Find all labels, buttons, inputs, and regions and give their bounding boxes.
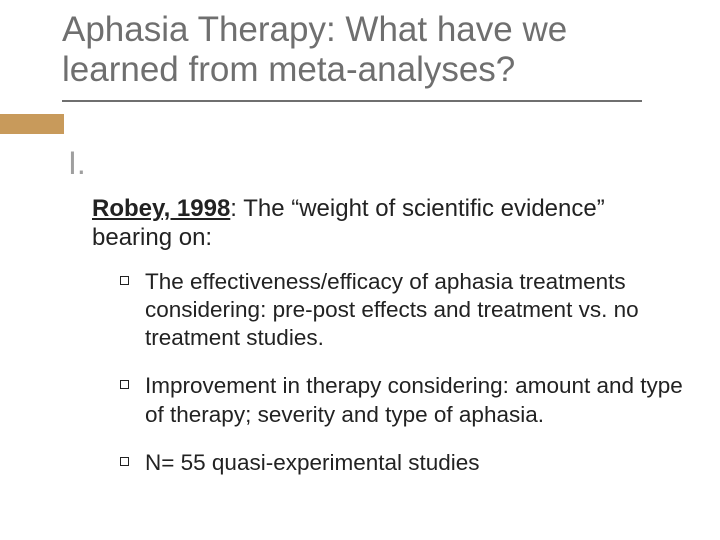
bullet-list: The effectiveness/efficacy of aphasia tr…: [120, 268, 690, 497]
title-underline: [62, 100, 642, 102]
list-item: Improvement in therapy considering: amou…: [120, 372, 690, 428]
square-bullet-icon: [120, 276, 129, 285]
square-bullet-icon: [120, 380, 129, 389]
intro-paragraph: Robey, 1998: The “weight of scientific e…: [92, 195, 672, 253]
bullet-text: N= 55 quasi-experimental studies: [145, 449, 685, 477]
square-bullet-icon: [120, 457, 129, 466]
accent-bar: [0, 114, 64, 134]
slide-title: Aphasia Therapy: What have we learned fr…: [62, 10, 682, 91]
author-citation: Robey, 1998: [92, 195, 230, 222]
section-roman-numeral: I.: [68, 145, 86, 182]
list-item: N= 55 quasi-experimental studies: [120, 449, 690, 477]
bullet-text: Improvement in therapy considering: amou…: [145, 372, 685, 428]
bullet-text: The effectiveness/efficacy of aphasia tr…: [145, 268, 685, 352]
list-item: The effectiveness/efficacy of aphasia tr…: [120, 268, 690, 352]
